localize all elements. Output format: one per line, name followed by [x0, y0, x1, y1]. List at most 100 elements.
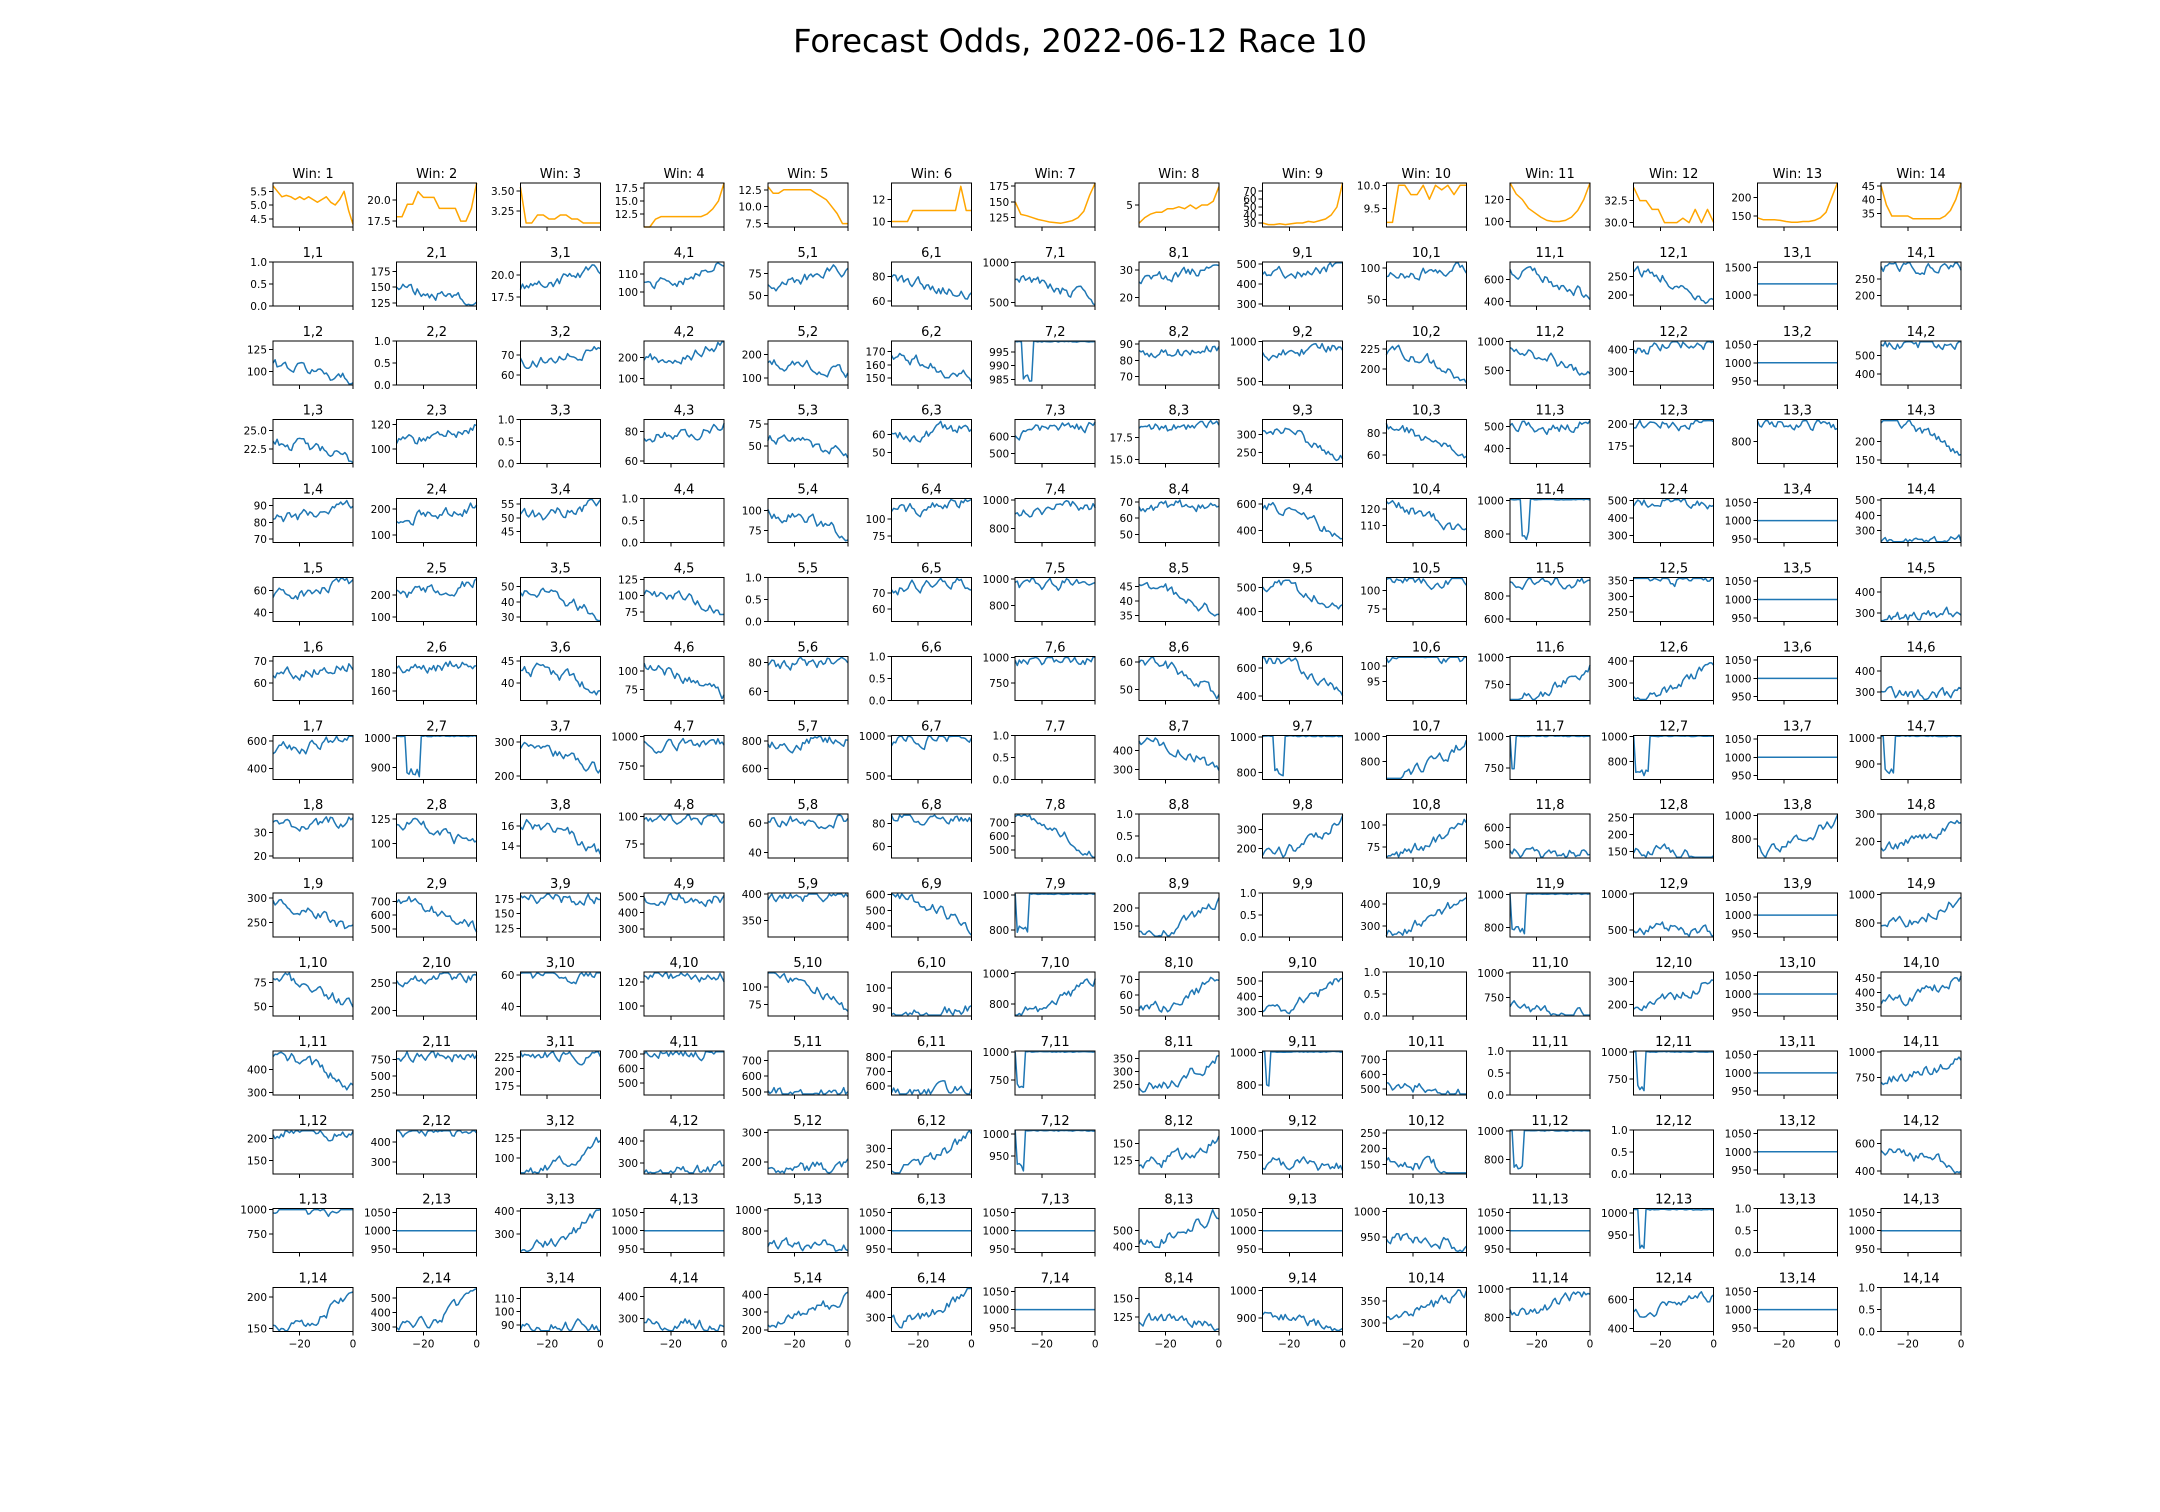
- subplot-title: 11,1: [1536, 246, 1565, 261]
- y-tick-label: 500: [865, 771, 885, 783]
- series-line: [767, 656, 849, 671]
- axes-frame: [1633, 182, 1715, 228]
- subplot: 4,11 500 600 700: [618, 1035, 725, 1099]
- subplot-title: 9,1: [1292, 246, 1313, 261]
- y-tick-label: 200: [742, 1157, 762, 1169]
- subplot-title: 13,13: [1779, 1193, 1816, 1208]
- y-tick-label: 400: [618, 908, 638, 920]
- x-tick-label: −20: [1402, 1339, 1424, 1351]
- subplot: 7,14 950 1000 1050 −20 0: [982, 1272, 1098, 1351]
- y-tick-label: 400: [1608, 345, 1628, 357]
- y-tick-label: 0.5: [992, 752, 1009, 764]
- series-line: [890, 274, 973, 300]
- y-tick-label: 100: [371, 530, 391, 542]
- series-line: [1261, 342, 1344, 362]
- y-tick-label: 700: [742, 1055, 762, 1067]
- axes-frame: [1880, 1050, 1962, 1096]
- y-tick-label: 15.0: [1110, 454, 1133, 466]
- axes-frame: [519, 734, 601, 780]
- axes-frame: [643, 734, 725, 780]
- subplot: 1,4 70 80 90: [254, 483, 354, 547]
- axes-frame: [1633, 261, 1715, 307]
- series-line: [643, 1051, 725, 1062]
- subplot: 2,9 500 600 700: [371, 877, 478, 942]
- series-line: [891, 893, 973, 936]
- y-tick-label: 5.5: [250, 186, 267, 198]
- y-tick-label: 10: [872, 217, 885, 229]
- y-tick-label: 350: [1113, 1054, 1133, 1066]
- y-tick-label: 1000: [1725, 290, 1752, 302]
- y-tick-label: 750: [1484, 679, 1504, 691]
- axes-frame: [1385, 261, 1467, 307]
- series-line: [519, 1051, 602, 1066]
- series-line: [767, 185, 848, 225]
- subplot: 2,10 200 250: [371, 956, 478, 1020]
- y-tick-label: 800: [989, 925, 1009, 937]
- subplot: 14,6 300 400: [1855, 640, 1962, 705]
- y-tick-label: 60: [872, 429, 885, 441]
- y-tick-label: 950: [1855, 1244, 1875, 1256]
- axes-frame: [1880, 419, 1962, 465]
- subplot: 14,3 150 200: [1855, 404, 1962, 468]
- subplot-title: 14,6: [1907, 640, 1936, 655]
- y-tick-label: 400: [618, 1291, 638, 1303]
- y-tick-label: 800: [1731, 834, 1751, 846]
- subplot: 7,6 750 1000: [982, 640, 1096, 705]
- subplot-title: 14,14: [1902, 1272, 1939, 1287]
- y-tick-label: 950: [1731, 1323, 1751, 1335]
- series-line: [1880, 735, 1962, 775]
- subplot: 7,13 950 1000 1050: [982, 1193, 1096, 1257]
- subplot: 11,12 800 1000: [1477, 1114, 1591, 1178]
- y-tick-label: 1000: [1230, 1285, 1257, 1297]
- y-tick-label: 1000: [1477, 890, 1504, 902]
- y-tick-label: 500: [1237, 976, 1257, 988]
- subplot-title: 13,8: [1783, 798, 1812, 813]
- y-tick-label: 1.0: [498, 415, 515, 427]
- subplot: 10,4 110 120: [1360, 483, 1467, 547]
- y-tick-label: 200: [1855, 291, 1875, 303]
- y-tick-label: 800: [1731, 437, 1751, 449]
- y-tick-label: 950: [1731, 1007, 1751, 1019]
- axes-frame: [1633, 498, 1715, 544]
- axes-frame: [891, 577, 972, 622]
- y-tick-label: 950: [1608, 1230, 1628, 1242]
- y-tick-label: 1000: [982, 1305, 1009, 1317]
- subplot-title: 3,2: [550, 325, 571, 340]
- subplot-title: 7,4: [1045, 483, 1066, 498]
- subplot: 12,9 500 1000: [1601, 877, 1715, 942]
- subplot-title: 13,1: [1783, 246, 1812, 261]
- axes-frame: [1014, 734, 1096, 780]
- axes-frame: [1633, 971, 1715, 1017]
- subplot: 13,12 950 1000 1050: [1725, 1114, 1838, 1178]
- subplot-title: 13,2: [1783, 325, 1812, 340]
- subplot: 1,2 100 125: [247, 325, 354, 389]
- y-tick-label: 300: [1360, 921, 1380, 933]
- axes-frame: [1014, 1287, 1096, 1333]
- y-tick-label: 5.0: [250, 200, 267, 212]
- axes-frame: [1756, 734, 1838, 780]
- subplot: 2,6 160 180: [371, 640, 478, 705]
- y-tick-label: 200: [742, 1325, 762, 1337]
- axes-frame: [1756, 419, 1838, 465]
- y-tick-label: 25.0: [244, 426, 267, 438]
- axes-frame: [396, 498, 478, 544]
- subplot-title: 9,4: [1292, 483, 1313, 498]
- subplot: 14,10 350 400 450: [1855, 956, 1962, 1020]
- series-line: [520, 972, 601, 985]
- subplot: 4,7 750 1000: [611, 719, 725, 784]
- y-tick-label: 400: [618, 1136, 638, 1148]
- y-tick-label: 300: [371, 1322, 391, 1334]
- y-tick-label: 200: [1608, 290, 1628, 302]
- y-tick-label: 60: [625, 456, 638, 468]
- axes-frame: [1385, 1129, 1467, 1175]
- subplot-title: 10,9: [1412, 877, 1441, 892]
- subplot-title: 1,9: [303, 877, 324, 892]
- axes-frame: [1756, 1129, 1838, 1175]
- series-line: [1262, 427, 1344, 462]
- y-tick-label: 600: [742, 1071, 762, 1083]
- y-tick-label: 60: [501, 970, 514, 982]
- subplot: Win: 7 125 150 175: [989, 167, 1096, 231]
- y-tick-label: 20: [254, 851, 267, 863]
- subplot: 3,11 175 200 225: [494, 1035, 602, 1099]
